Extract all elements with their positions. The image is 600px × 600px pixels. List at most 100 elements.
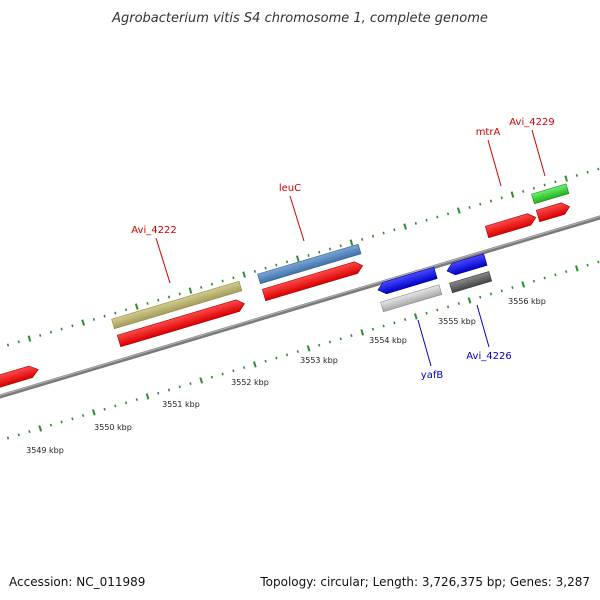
minor-tick (597, 260, 600, 264)
minor-tick (425, 218, 428, 222)
gene-feature-avi-4229-a[interactable] (531, 183, 570, 205)
gene-label-leuc[interactable]: leuC (279, 183, 301, 194)
minor-tick (339, 337, 342, 341)
minor-tick (71, 324, 74, 328)
minor-tick (17, 433, 20, 437)
major-tick (521, 281, 526, 288)
major-tick (295, 255, 300, 262)
minor-tick (361, 237, 364, 241)
gene-feature-avi-4226-a[interactable] (445, 253, 488, 277)
accession-text: Accession: NC_011989 (9, 575, 145, 589)
gene-label-avi-4229[interactable]: Avi_4229 (509, 117, 554, 128)
minor-tick (436, 215, 439, 219)
minor-tick (543, 276, 546, 280)
genome-backbone (0, 215, 600, 399)
minor-tick (103, 407, 106, 411)
minor-tick (522, 189, 525, 193)
major-tick (145, 393, 150, 400)
minor-tick (393, 228, 396, 232)
minor-tick (532, 186, 536, 190)
scale-label: 3553 kbp (300, 356, 338, 365)
minor-tick (146, 301, 149, 305)
minor-tick (167, 388, 171, 392)
minor-tick (296, 350, 299, 354)
minor-tick (489, 292, 493, 296)
minor-tick (60, 327, 63, 331)
minor-tick (393, 321, 396, 325)
minor-tick (489, 199, 493, 203)
gene-feature-avi-4229-b[interactable] (535, 201, 571, 223)
minor-tick (285, 353, 289, 357)
scale-label: 3556 kbp (508, 297, 546, 306)
gene-feature-mtra[interactable] (484, 212, 537, 239)
minor-tick (468, 205, 471, 209)
gene-label-mtra[interactable]: mtrA (476, 127, 501, 138)
minor-tick (371, 234, 375, 238)
minor-tick (328, 247, 332, 251)
minor-tick (532, 279, 536, 283)
minor-tick (446, 305, 450, 309)
minor-tick (210, 282, 214, 286)
reverse-tick-track (6, 260, 600, 440)
gene-feature-yafb-b[interactable] (380, 284, 443, 313)
major-tick (81, 319, 85, 326)
minor-tick (307, 253, 310, 257)
minor-tick (350, 334, 353, 338)
major-tick (242, 271, 246, 278)
minor-tick (511, 286, 514, 290)
minor-tick (457, 302, 460, 306)
minor-tick (103, 314, 106, 318)
minor-tick (82, 414, 85, 418)
minor-tick (382, 231, 385, 235)
gene-feature-leuc-a[interactable] (257, 243, 362, 285)
gene-label-avi-4222[interactable]: Avi_4222 (131, 225, 176, 236)
gene-label-yafb[interactable]: yafB (421, 370, 444, 381)
minor-tick (436, 308, 439, 312)
label-leaders (155, 129, 546, 367)
gene-feature-left-edge[interactable] (0, 364, 40, 389)
major-tick (38, 425, 43, 432)
minor-tick (71, 417, 74, 421)
minor-tick (221, 279, 224, 283)
minor-tick (446, 212, 450, 216)
scale-label: 3554 kbp (369, 336, 407, 345)
minor-tick (414, 221, 417, 225)
major-tick (510, 191, 515, 198)
major-tick (27, 335, 32, 342)
minor-tick (157, 391, 160, 395)
minor-tick (49, 330, 53, 334)
minor-tick (264, 359, 267, 363)
minor-tick (382, 324, 385, 328)
gene-feature-avi-4222-a[interactable] (111, 280, 243, 330)
minor-tick (243, 366, 246, 370)
minor-tick (543, 183, 546, 187)
major-tick (564, 175, 568, 182)
scale-label: 3555 kbp (438, 317, 476, 326)
major-tick (92, 409, 96, 416)
major-tick (253, 361, 257, 368)
minor-tick (339, 244, 342, 248)
minor-tick (200, 285, 203, 289)
gene-feature-avi-4222-b[interactable] (116, 298, 246, 348)
minor-tick (425, 311, 428, 315)
minor-tick (318, 250, 321, 254)
gene-feature-yafb-a[interactable] (376, 266, 438, 296)
minor-tick (124, 401, 128, 405)
minor-tick (371, 327, 375, 331)
minor-tick (575, 173, 578, 177)
minor-tick (328, 340, 332, 344)
minor-tick (92, 317, 95, 321)
minor-tick (60, 420, 63, 424)
major-tick (467, 297, 472, 304)
minor-tick (28, 430, 31, 434)
minor-tick (565, 270, 568, 274)
minor-tick (167, 295, 171, 299)
gene-label-avi-4226[interactable]: Avi_4226 (466, 351, 511, 362)
minor-tick (39, 333, 42, 337)
minor-tick (210, 375, 214, 379)
gene-feature-avi-4226-b[interactable] (449, 271, 493, 294)
scale-label: 3552 kbp (231, 378, 269, 387)
gene-feature-leuc-b[interactable] (261, 260, 364, 302)
major-tick (414, 313, 418, 320)
